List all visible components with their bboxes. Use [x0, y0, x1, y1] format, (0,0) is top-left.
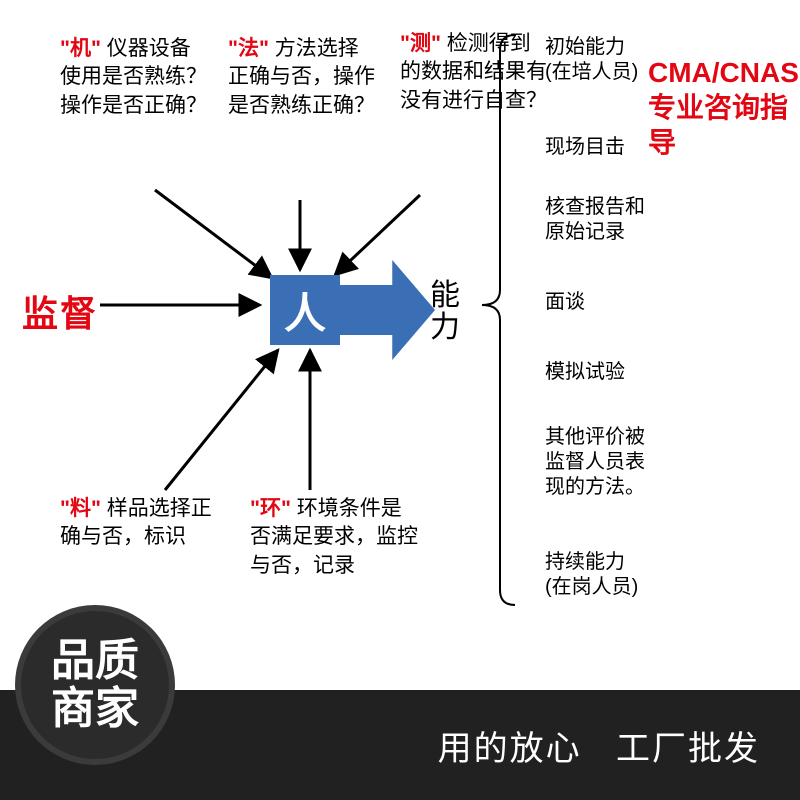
right-item-5-l1: 其他评价被 — [545, 425, 645, 450]
right-item-0-l1: 初始能力 — [545, 35, 638, 60]
right-item-2-l2: 原始记录 — [545, 220, 645, 245]
right-item-5-l2: 监督人员表 — [545, 450, 645, 475]
center-node-person: 人 — [270, 275, 340, 345]
block-ji-quote: "机" — [60, 37, 101, 60]
right-item-3: 面谈 — [545, 290, 585, 315]
right-item-2: 核查报告和原始记录 — [545, 195, 645, 245]
ability-l2: 力 — [430, 312, 460, 344]
footer-r1: 用的放心 — [438, 730, 582, 768]
brand-l1: CMA/CNAS — [648, 55, 800, 90]
block-ce-quote: "测" — [400, 32, 441, 55]
badge-l1: 品质 — [51, 637, 139, 685]
right-item-0: 初始能力(在培人员) — [545, 35, 638, 85]
right-item-1: 现场目击 — [545, 135, 625, 160]
right-item-6-l1: 持续能力 — [545, 550, 638, 575]
block-fa: "法" 方法选择正确与否，操作是否熟练正确？ — [228, 35, 378, 120]
right-item-5-l3: 现的方法。 — [545, 475, 645, 500]
right-item-5: 其他评价被监督人员表现的方法。 — [545, 425, 645, 500]
brand-l2: 专业咨询指导 — [648, 90, 800, 160]
right-item-1-l1: 现场目击 — [545, 135, 625, 160]
right-item-0-l2: (在培人员) — [545, 60, 638, 85]
right-item-4: 模拟试验 — [545, 360, 625, 385]
badge-l2: 商家 — [51, 685, 139, 733]
right-item-2-l1: 核查报告和 — [545, 195, 645, 220]
center-node-text: 人 — [284, 280, 326, 341]
block-ji: "机" 仪器设备使用是否熟练？操作是否正确？ — [60, 35, 210, 120]
ability-l1: 能 — [430, 280, 460, 312]
footer-slogans: 用的放心 工厂批发 — [438, 721, 760, 770]
ability-label: 能 力 — [430, 280, 460, 343]
footer-r2: 工厂批发 — [616, 730, 760, 768]
right-item-3-l1: 面谈 — [545, 290, 585, 315]
block-huan-quote: "环" — [250, 497, 291, 520]
supervise-label: 监督 — [22, 285, 98, 337]
brand-block: CMA/CNAS 专业咨询指导 — [648, 55, 800, 160]
block-liao-quote: "料" — [60, 497, 101, 520]
block-fa-quote: "法" — [228, 37, 269, 60]
block-ce: "测" 检测得到的数据和结果有没有进行自查？ — [400, 30, 550, 115]
block-liao: "料" 样品选择正确与否，标识 — [60, 495, 225, 552]
right-item-4-l1: 模拟试验 — [545, 360, 625, 385]
right-item-6-l2: (在岗人员) — [545, 575, 638, 600]
block-huan: "环" 环境条件是否满足要求，监控与否，记录 — [250, 495, 420, 580]
quality-badge: 品质 商家 — [15, 605, 175, 765]
right-item-6: 持续能力(在岗人员) — [545, 550, 638, 600]
